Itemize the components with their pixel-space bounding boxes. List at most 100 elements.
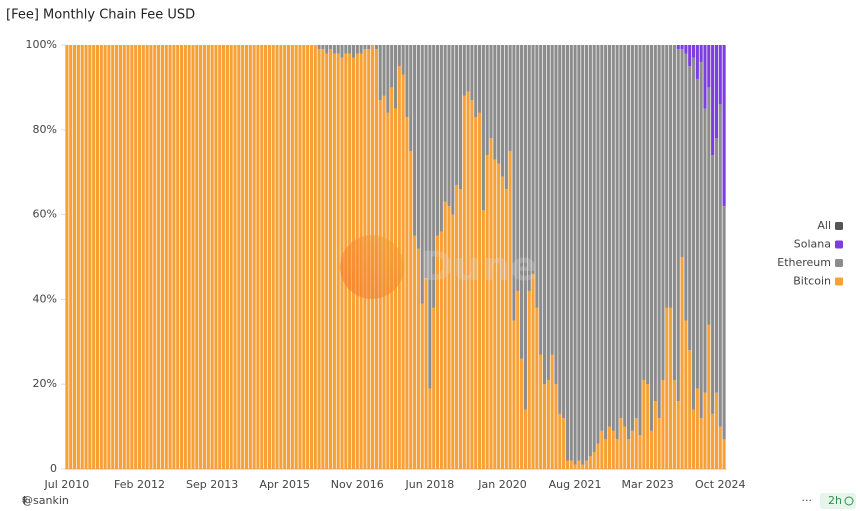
bar-segment [344, 45, 348, 54]
bar-segment [577, 45, 581, 461]
age: 2h [828, 494, 842, 507]
bar-segment [520, 45, 524, 359]
bar-segment [550, 45, 554, 355]
bar-segment [428, 388, 432, 469]
author[interactable]: @sankin [22, 494, 69, 507]
bar-segment [703, 108, 707, 393]
bar-segment [401, 45, 405, 75]
bar-segment [531, 45, 535, 274]
bar-segment [443, 201, 447, 469]
user-icon: ⇞ [20, 494, 29, 507]
bar-segment [447, 206, 451, 469]
bar-segment [711, 45, 715, 156]
bar-segment [600, 45, 604, 431]
bar-segment [627, 45, 631, 440]
bar-segment [290, 45, 294, 469]
bar-segment [462, 45, 466, 96]
bar-segment [684, 53, 688, 321]
bar-segment [665, 307, 669, 469]
bar-segment [210, 45, 214, 469]
bar-segment [447, 45, 451, 207]
bar-segment [237, 45, 241, 469]
bar-segment [695, 388, 699, 469]
bar-segment [294, 45, 298, 469]
bar-segment [413, 235, 417, 469]
bar-segment [481, 210, 485, 470]
bar-segment [317, 45, 321, 50]
bar-segment [172, 45, 176, 469]
bar-segment [691, 45, 696, 58]
bar-segment [244, 45, 249, 469]
bar-segment [298, 45, 302, 469]
bar-segment [607, 45, 612, 427]
bar-segment [260, 45, 264, 469]
bar-segment [439, 231, 443, 469]
bar-segment [393, 108, 398, 469]
menu[interactable]: ··· [802, 494, 813, 507]
bar-segment [596, 45, 600, 444]
bar-segment [699, 45, 703, 62]
bar-segment [646, 45, 650, 385]
bar-segment [546, 379, 550, 469]
bar-segment [672, 45, 676, 380]
x-tick-label: Jul 2010 [44, 478, 90, 491]
x-tick-label: Nov 2016 [331, 478, 384, 491]
bar-segment [80, 45, 84, 469]
bar-segment [432, 45, 436, 308]
bar-segment [516, 45, 520, 291]
bar-segment [596, 443, 600, 469]
bar-segment [562, 45, 566, 419]
x-tick-label: Apr 2015 [259, 478, 310, 491]
y-tick-label: 40% [33, 292, 57, 305]
bar-segment [416, 45, 420, 249]
bar-segment [321, 49, 325, 470]
bar-segment [424, 278, 428, 469]
bar-segment [317, 49, 321, 470]
bar-segment [313, 45, 317, 469]
bar-segment [202, 45, 207, 469]
bar-segment [149, 45, 153, 469]
bar-segment [267, 45, 271, 469]
bar-segment [539, 354, 543, 469]
legend-label: Solana [794, 238, 831, 251]
legend-swatch [835, 240, 843, 249]
x-tick-label: Jan 2020 [477, 478, 526, 491]
bar-segment [432, 307, 436, 469]
bar-segment [669, 45, 673, 308]
bar-segment [565, 45, 569, 461]
bar-segment [359, 45, 363, 54]
bar-segment [466, 45, 470, 92]
bar-segment [470, 45, 474, 101]
bar-segment [542, 45, 547, 385]
bar-segment [336, 45, 340, 54]
bar-segment [653, 45, 657, 402]
bar-segment [115, 45, 119, 469]
bar-segment [332, 45, 336, 54]
bar-segment [627, 439, 631, 469]
bar-segment [714, 45, 719, 139]
bar-segment [493, 45, 497, 160]
bar-segment [558, 45, 562, 414]
bar-segment [199, 45, 203, 469]
bar-segment [516, 290, 520, 469]
bar-segment [615, 439, 619, 469]
bar-segment [164, 45, 168, 469]
bar-segment [691, 57, 696, 410]
bar-segment [523, 45, 527, 410]
x-tick-label: Aug 2021 [549, 478, 602, 491]
bar-segment [520, 358, 524, 469]
bar-segment [153, 45, 157, 469]
bar-segment [497, 163, 501, 469]
bar-segment [443, 45, 447, 202]
bar-segment [302, 45, 306, 469]
bar-segment [669, 307, 673, 469]
bar-segment [565, 460, 569, 469]
bar-segment [462, 95, 466, 469]
chart-title: [Fee] Monthly Chain Fee USD [6, 8, 195, 23]
bar-segment [707, 45, 711, 88]
bar-segment [592, 452, 596, 469]
bar-segment [619, 418, 623, 469]
bar-segment [623, 45, 627, 427]
bar-segment [416, 248, 420, 469]
bar-segment [435, 235, 440, 469]
